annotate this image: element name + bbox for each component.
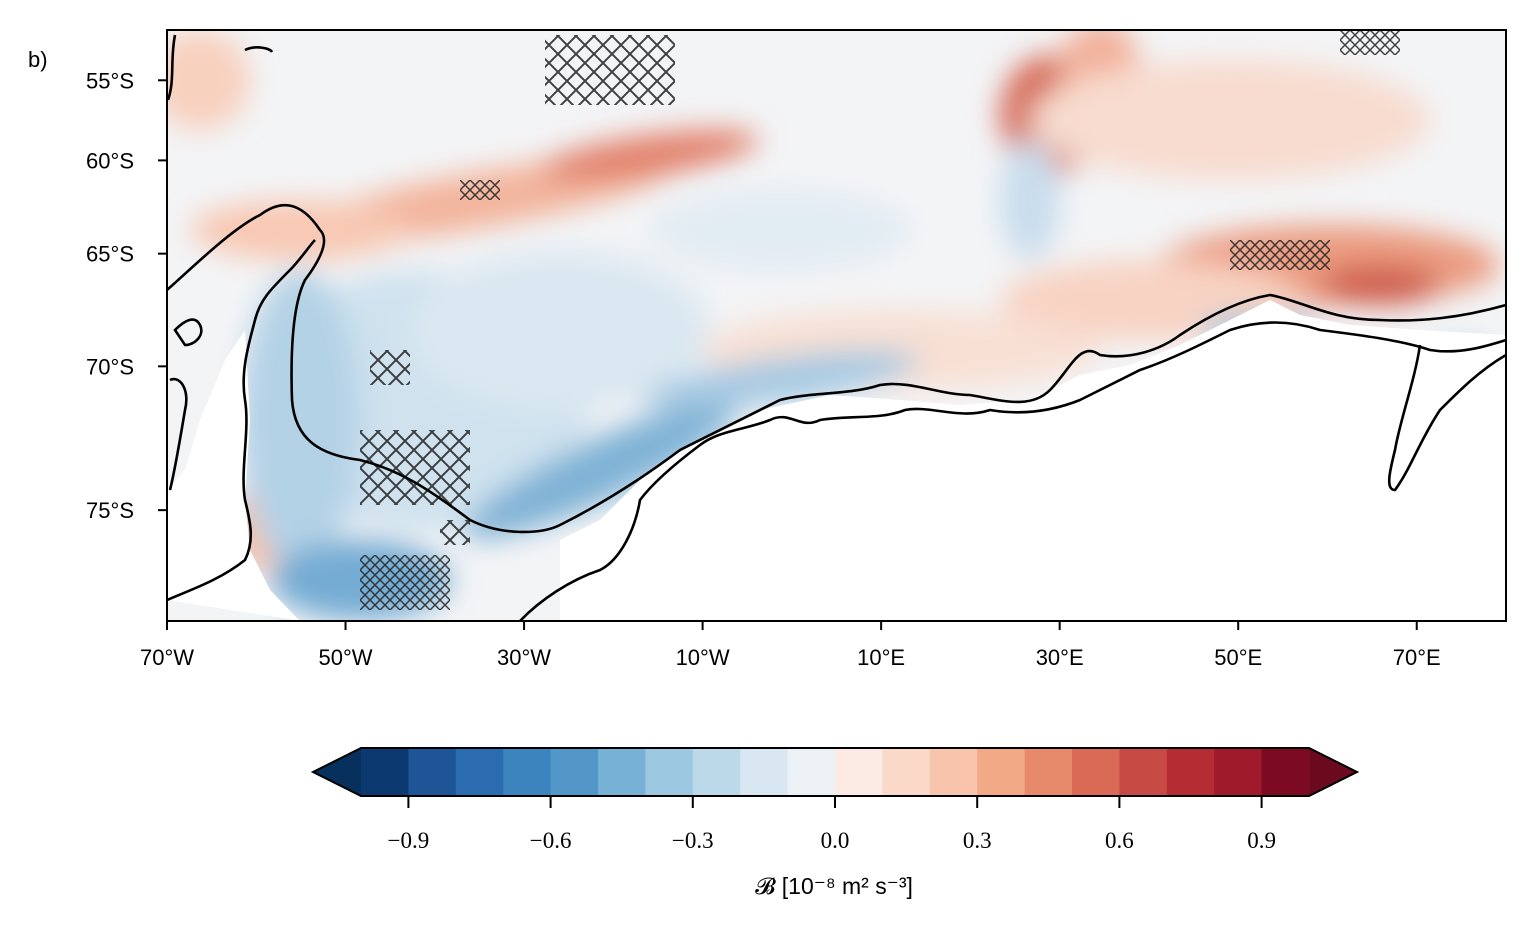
positive-patch xyxy=(541,129,759,181)
colorbar-swatch xyxy=(787,748,836,796)
colorbar-swatch xyxy=(645,748,694,796)
negative-patch xyxy=(650,190,910,270)
y-axis: 55°S 60°S 65°S 70°S 75°S xyxy=(86,68,167,523)
ice-shelf-edge xyxy=(167,203,1506,534)
coastline-contours xyxy=(167,34,1506,621)
colorbar-tick-label: 0.9 xyxy=(1247,828,1276,853)
x-tick-label: 30°W xyxy=(497,645,551,670)
hatch-region xyxy=(360,430,470,505)
colorbar-swatch xyxy=(1166,748,1215,796)
hatch-region xyxy=(360,555,450,610)
y-tick-label: 60°S xyxy=(86,148,134,173)
colorbar-tick-label: −0.9 xyxy=(388,828,430,853)
colorbar-tick-label: 0.0 xyxy=(821,828,850,853)
colorbar-tick-label: 0.3 xyxy=(963,828,992,853)
colorbar-extend-low xyxy=(313,748,361,796)
colorbar-tick-label: −0.6 xyxy=(530,828,572,853)
antarctic-continent xyxy=(560,300,1506,621)
colorbar-swatch xyxy=(550,748,599,796)
colorbar-swatch xyxy=(882,748,931,796)
colorbar-swatch xyxy=(503,748,552,796)
coastline-islands xyxy=(168,318,203,491)
colorbar-swatch xyxy=(361,748,409,796)
colorbar-extend-high xyxy=(1309,748,1357,796)
colorbar-swatch xyxy=(1214,748,1263,796)
hatch-region xyxy=(370,350,410,385)
negative-patch xyxy=(641,350,919,410)
positive-patch xyxy=(190,200,410,260)
map-panel xyxy=(167,30,1506,621)
x-tick-label: 10°E xyxy=(857,645,905,670)
hatch-region xyxy=(1230,240,1330,270)
colorbar-swatch xyxy=(1119,748,1168,796)
x-tick-label: 70°W xyxy=(140,645,194,670)
negative-patch xyxy=(410,250,710,410)
hatch-region xyxy=(545,35,675,105)
colorbar-label: 𝓑 [10⁻⁸ m² s⁻³] xyxy=(755,873,913,899)
colorbar-swatch xyxy=(977,748,1026,796)
negative-patch xyxy=(1000,140,1060,260)
coastline-peninsula xyxy=(167,239,316,602)
colorbar-swatch xyxy=(455,748,504,796)
colorbar-swatch xyxy=(740,748,789,796)
colorbar-swatch xyxy=(929,748,978,796)
anomaly-field xyxy=(167,30,1500,620)
y-tick-label: 55°S xyxy=(86,68,134,93)
colorbar-swatch xyxy=(692,748,741,796)
map-frame xyxy=(166,29,1507,622)
x-tick-label: 30°E xyxy=(1036,645,1084,670)
panel-label: b) xyxy=(28,47,48,72)
significance-hatching xyxy=(360,30,1400,610)
colorbar-swatch xyxy=(598,748,646,796)
colorbar-swatch xyxy=(1261,748,1310,796)
colorbar-outline xyxy=(310,747,1360,797)
hatch-region xyxy=(440,520,470,545)
x-tick-label: 50°W xyxy=(319,645,373,670)
x-tick-label: 70°E xyxy=(1393,645,1441,670)
colorbar-swatch xyxy=(1072,748,1120,796)
colorbar: −0.9 −0.6 −0.3 0.0 0.3 0.6 0.9 xyxy=(310,747,1360,853)
y-tick-label: 75°S xyxy=(86,498,134,523)
positive-patch xyxy=(1320,265,1440,305)
x-axis: 70°W 50°W 30°W 10°W 10°E 30°E 50°E 70°E xyxy=(140,621,1441,670)
peninsula-land xyxy=(167,330,300,621)
positive-patch xyxy=(167,30,250,130)
positive-patch xyxy=(1030,60,1430,180)
negative-patch xyxy=(463,401,737,539)
y-tick-label: 65°S xyxy=(86,242,134,267)
x-tick-label: 50°E xyxy=(1214,645,1262,670)
x-tick-label: 10°W xyxy=(676,645,730,670)
amery-ice-shelf xyxy=(1387,344,1506,492)
colorbar-swatch xyxy=(835,748,883,796)
colorbar-swatch xyxy=(408,748,457,796)
coastline-north xyxy=(167,34,274,101)
y-tick-label: 70°S xyxy=(86,354,134,379)
colorbar-tick-label: 0.6 xyxy=(1105,828,1134,853)
colorbar-tick-label: −0.3 xyxy=(672,828,714,853)
negative-patch xyxy=(240,270,360,570)
hatch-region xyxy=(460,180,500,200)
hatch-region xyxy=(1340,30,1400,55)
colorbar-swatch xyxy=(1024,748,1073,796)
coastline xyxy=(519,321,1506,621)
